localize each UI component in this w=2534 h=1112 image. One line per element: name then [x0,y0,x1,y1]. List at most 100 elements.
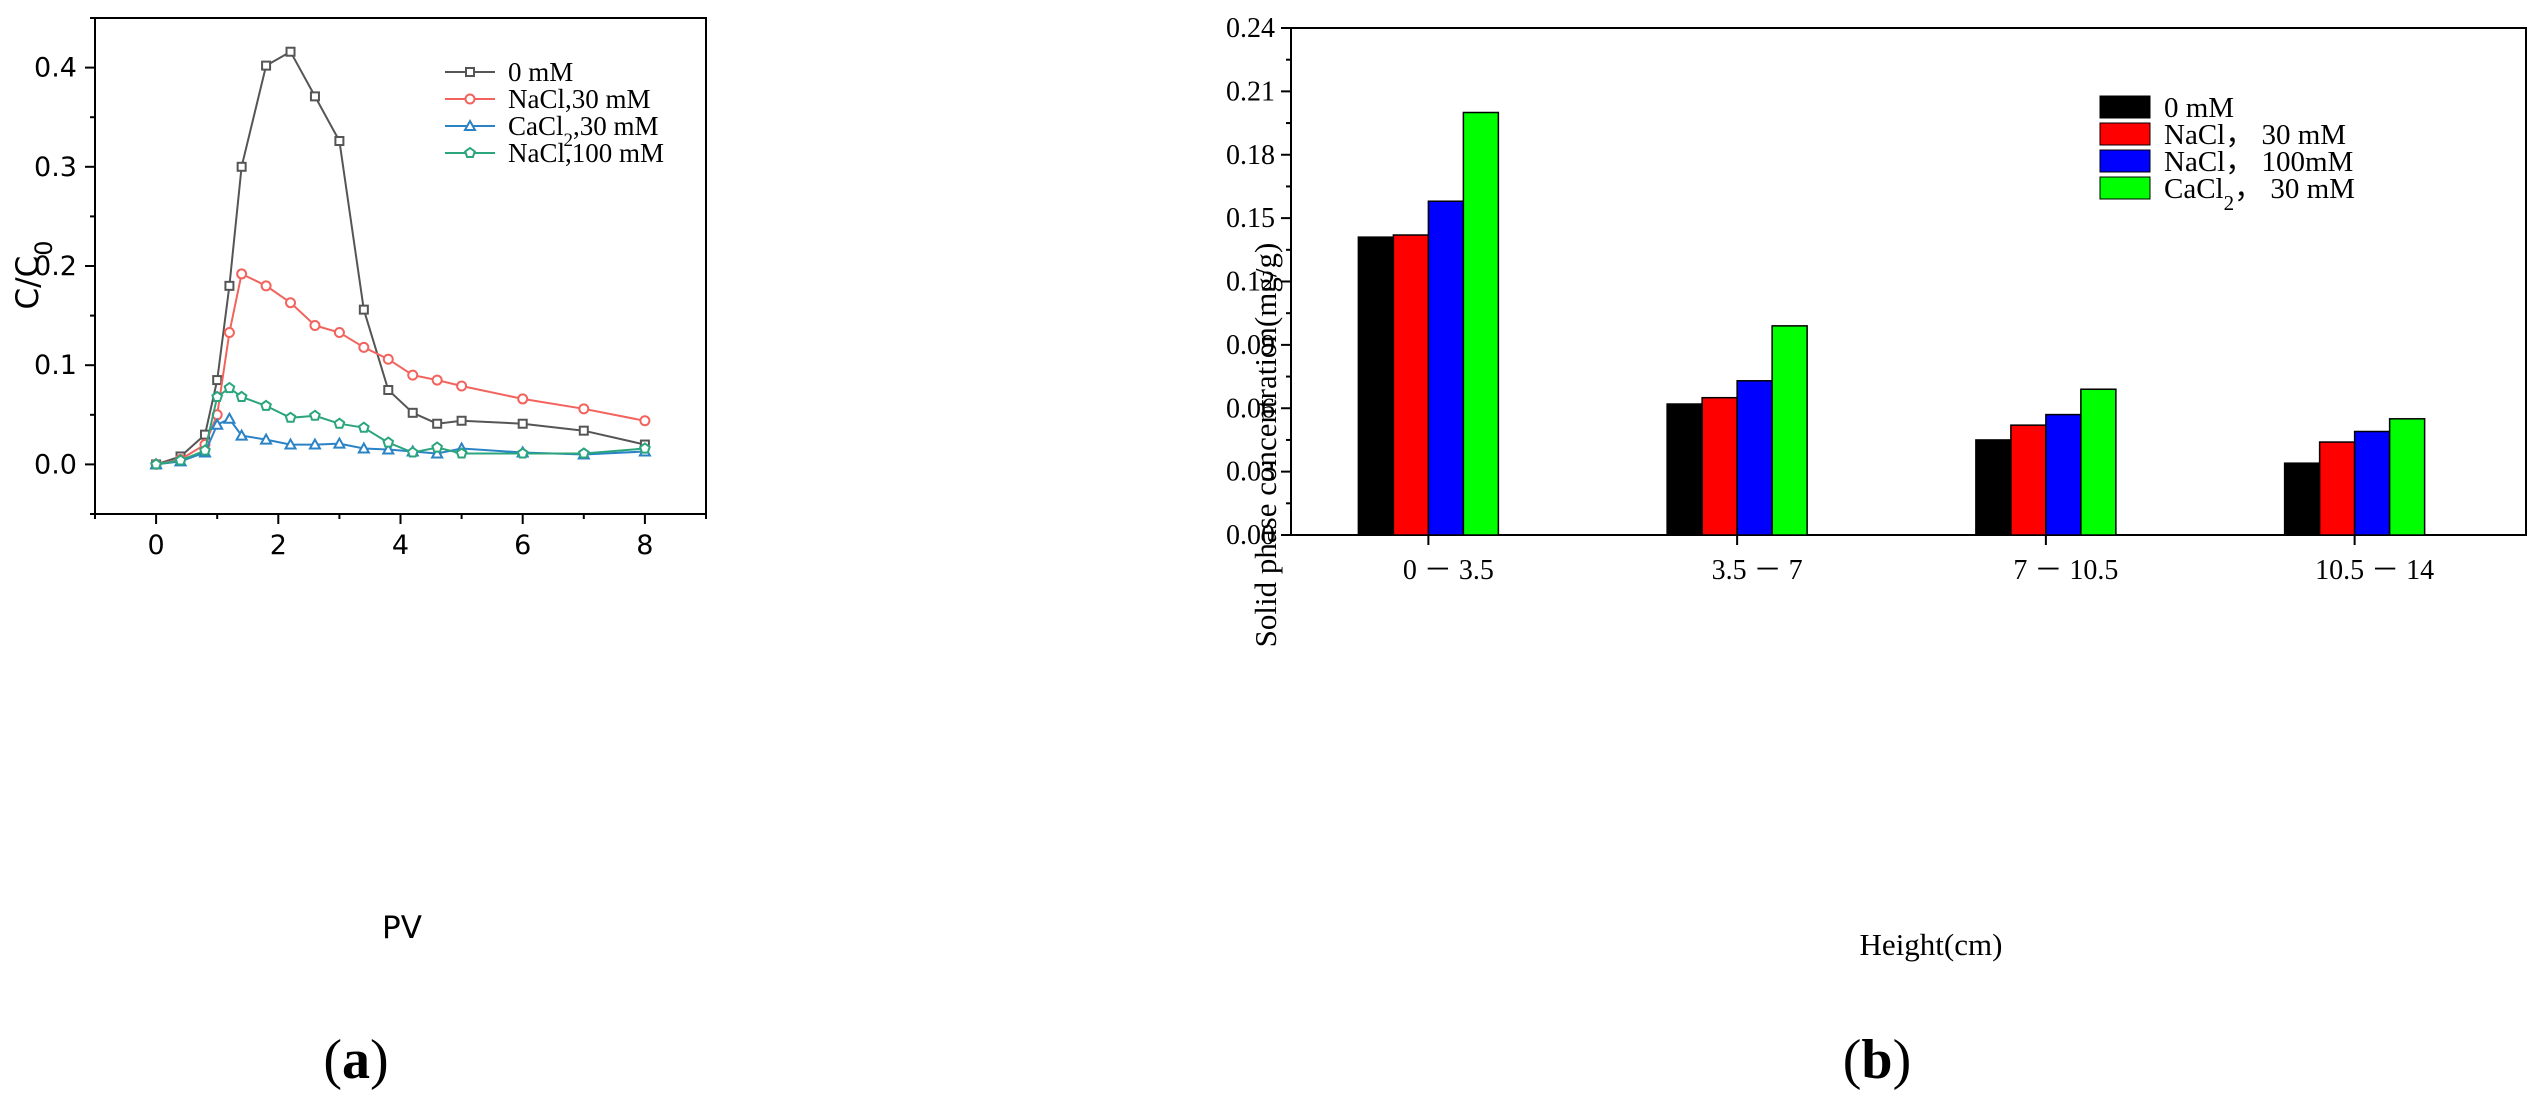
legend-label-nacl-100-mm: NaCl,100 mM [508,138,664,168]
bar-cacl2-30-mm-4 [2388,418,2426,536]
data-point [407,407,418,418]
data-point [406,446,419,458]
data-point [456,415,467,426]
legend-marker-nacl-30-mm [464,93,476,105]
data-point [432,418,443,429]
data-point [333,326,345,338]
legend-swatch-nacl-100mm [2099,149,2151,173]
chart-b-y-axis-label: Solid phase concentration(mg/g) [1248,243,1283,648]
chart-b-x-tick-label: 10.5 － 14 [2315,555,2434,586]
chart-b-y-tick-label: 0.24 [1226,13,1275,44]
bar-nacl-100mm-3 [2045,413,2082,536]
data-point [431,441,444,453]
bar-cacl2-30-mm-2 [1771,325,1808,536]
legend-swatch-0-mm [2099,95,2151,119]
chart-a-x-tick-label: 4 [392,530,409,561]
data-point [332,436,347,449]
data-point [430,446,444,459]
data-point [358,341,370,353]
data-point [222,411,237,424]
chart-b-x-tick-label: 7 － 10.5 [2013,555,2118,586]
data-point [357,441,371,454]
chart-b: 0.00 0.03 0.06 0.09 0.12 0.15 0.18 0.21 0.24 0 － … [1226,13,2527,1091]
chart-b-y-tick-label: 0.21 [1226,76,1275,107]
data-point [224,280,235,291]
chart-b-y-tick-label: 0.12 [1226,267,1275,298]
data-point [517,393,529,405]
legend-swatch-cacl2-30-mm [2099,176,2151,200]
data-point [223,326,235,338]
chart-b-y-tick-label: 0.06 [1226,393,1275,424]
chart-b-plot-area: 0.00 0.03 0.06 0.09 0.12 0.15 0.18 0.21 0.24 0 － … [1226,13,2527,586]
data-point [234,428,249,441]
chart-a-plot-area: 0 2 4 6 8 0.0 0.1 0.2 0.3 0.4 [34,17,707,561]
legend-label-cacl2-30-mm: CaCl2,30 mM [508,111,659,151]
bar-cacl2-30-mm-1 [1462,111,1500,536]
data-point [284,411,297,423]
data-point [382,353,394,365]
legend-label-0-mm: 0 mM [2164,92,2234,124]
legend-label-nacl-30-mm: NaCl,30 mM [508,84,651,114]
caption-b: (b) [1843,1029,1911,1091]
data-point [212,375,223,386]
data-point [381,442,395,455]
chart-b-x-axis-label: Height(cm) [1860,927,2003,962]
data-point [236,161,247,172]
series-nacl-30-mm [150,268,651,470]
chart-a-y-tick-label: 0.3 [34,152,77,183]
chart-a-x-tick-label: 2 [270,530,287,561]
chart-b-y-tick-label: 0.09 [1226,330,1275,361]
data-point [261,60,272,71]
bar-cacl2-30-mm-3 [2080,388,2117,536]
chart-a-y-tick-label: 0.4 [34,53,77,84]
data-point [456,380,468,392]
legend-marker-nacl-100-mm [464,146,476,158]
legend-label-nacl-30-mm: NaCl， 30 mM [2164,119,2346,151]
bar-nacl-100mm-1 [1427,200,1465,536]
data-point [407,369,419,381]
bar-nacl-30-mm-1 [1392,234,1430,536]
data-point [431,374,443,386]
data-point [309,91,320,102]
legend-label-cacl2-30-mm: CaCl2， 30 mM [2164,173,2355,215]
chart-a-y-tick-label: 0.2 [34,251,77,282]
data-point [309,409,321,421]
legend-marker-cacl2-30-mm [463,118,477,131]
data-point [382,436,395,448]
series-line-nacl-100-mm [155,386,645,466]
data-point [199,444,211,456]
chart-a-y-tick-label: 0.1 [34,350,77,381]
chart-a-x-tick-label: 8 [636,530,653,561]
bar-0-mm-4 [2283,462,2321,536]
data-point [174,454,187,466]
data-point [259,432,273,445]
data-point [260,399,272,411]
bar-nacl-30-mm-2 [1701,396,1738,536]
bar-nacl-100mm-2 [1736,380,1773,536]
data-point [308,437,322,450]
series-line-cacl2-30-mm [155,417,645,466]
data-point [333,417,346,429]
data-point [309,320,321,332]
chart-b-x-tick-label: 0 － 3.5 [1403,555,1494,586]
data-point [516,447,529,459]
series-line-nacl-30-mm [155,272,646,466]
series-line-0-mm [155,50,646,466]
series-nacl-100-mm [150,381,651,470]
legend-label-0-mm: 0 mM [508,57,573,87]
data-point [150,458,163,470]
data-point [578,425,589,436]
data-point [285,297,297,309]
bar-0-mm-3 [1975,439,2012,536]
data-point [577,447,590,459]
chart-b-x-tick-label: 3.5 － 7 [1712,555,1803,586]
data-point [578,403,590,415]
data-point [235,390,248,402]
data-point [260,280,272,292]
data-point [283,437,298,450]
data-point [383,385,394,395]
legend-swatch-nacl-30-mm [2099,122,2151,146]
data-point [639,415,651,427]
chart-a-y-tick-label: 0.0 [34,449,77,480]
